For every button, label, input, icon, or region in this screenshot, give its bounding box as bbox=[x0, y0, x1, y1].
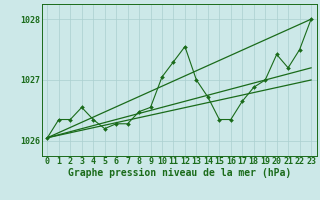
X-axis label: Graphe pression niveau de la mer (hPa): Graphe pression niveau de la mer (hPa) bbox=[68, 168, 291, 178]
